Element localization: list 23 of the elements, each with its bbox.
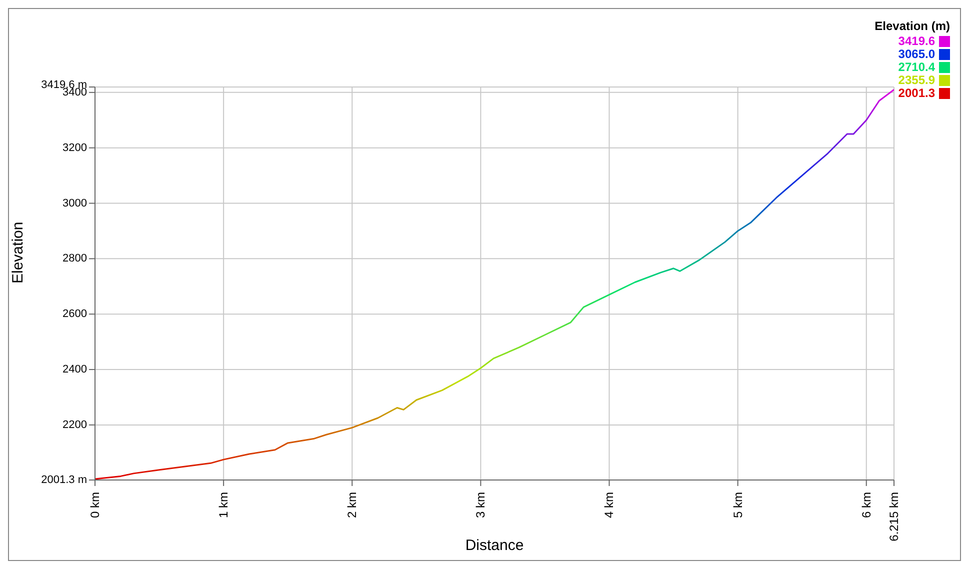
y-tick-label: 2200: [62, 418, 87, 431]
y-tick-label: 3000: [62, 197, 87, 210]
x-tick-label: 6.215 km: [887, 492, 901, 542]
y-tick-label: 2001.3 m: [41, 474, 87, 486]
color-bar-title: Elevation (m): [874, 19, 950, 33]
y-tick-label: 2800: [62, 252, 87, 265]
x-tick-label: 4 km: [602, 492, 616, 518]
y-tick-label: 2600: [62, 308, 87, 320]
color-bar-label: 3065.0: [898, 47, 935, 61]
y-axis-title: Elevation: [9, 222, 26, 284]
color-bar-label: 2001.3: [898, 86, 935, 100]
color-bar-label: 2355.9: [898, 73, 935, 87]
color-bar-label: 2710.4: [898, 60, 935, 74]
x-tick-label: 1 km: [216, 492, 231, 518]
x-tick-label: 0 km: [88, 492, 102, 518]
y-tick-label: 3200: [62, 142, 87, 154]
y-tick-label: 2400: [62, 364, 87, 376]
color-bar-label: 3419.6: [898, 34, 935, 48]
x-tick-label: 3 km: [474, 492, 488, 518]
x-axis-title: Distance: [465, 537, 524, 554]
x-tick-label: 2 km: [345, 492, 360, 518]
x-tick-label: 5 km: [730, 492, 745, 518]
x-tick-label: 6 km: [859, 492, 874, 518]
